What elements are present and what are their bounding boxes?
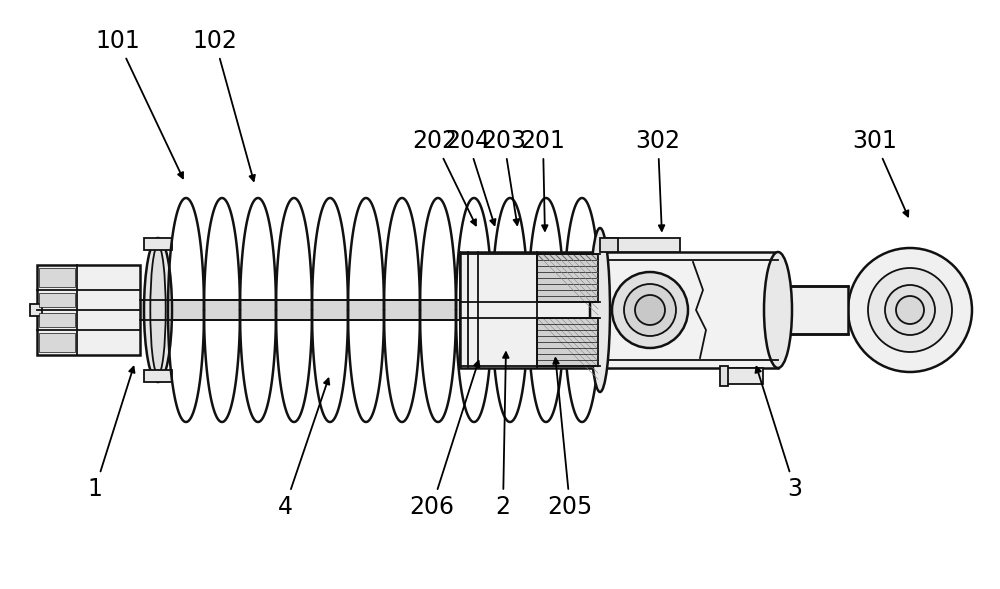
- Bar: [778, 286, 848, 334]
- Bar: [723, 368, 763, 384]
- Text: 201: 201: [521, 130, 565, 231]
- Text: 102: 102: [193, 29, 255, 181]
- Text: 4: 4: [278, 379, 329, 518]
- Text: 202: 202: [413, 130, 476, 226]
- Bar: [598, 252, 778, 368]
- Circle shape: [848, 248, 972, 372]
- Circle shape: [896, 296, 924, 324]
- Bar: [537, 254, 598, 302]
- Text: 302: 302: [636, 130, 680, 231]
- Text: 206: 206: [410, 361, 479, 518]
- Bar: [39, 313, 75, 327]
- Bar: [720, 366, 728, 386]
- Circle shape: [612, 272, 688, 348]
- Bar: [30, 304, 42, 316]
- Bar: [460, 252, 600, 368]
- Ellipse shape: [144, 238, 172, 382]
- Text: 101: 101: [96, 29, 183, 178]
- Bar: [39, 268, 75, 287]
- Circle shape: [868, 268, 952, 352]
- Bar: [460, 295, 600, 325]
- Text: 2: 2: [496, 352, 511, 518]
- Bar: [600, 238, 680, 252]
- Ellipse shape: [764, 252, 792, 368]
- Bar: [144, 370, 172, 382]
- Circle shape: [635, 295, 665, 325]
- Bar: [144, 238, 172, 250]
- Bar: [600, 238, 618, 252]
- Circle shape: [885, 285, 935, 335]
- Text: 301: 301: [853, 130, 908, 217]
- Text: 1: 1: [88, 367, 135, 501]
- Circle shape: [624, 284, 676, 336]
- Ellipse shape: [150, 245, 166, 375]
- Bar: [37, 265, 140, 355]
- Bar: [39, 333, 75, 352]
- Text: 204: 204: [446, 130, 496, 225]
- Bar: [168, 300, 600, 320]
- Ellipse shape: [590, 228, 610, 392]
- Bar: [140, 300, 570, 320]
- Bar: [537, 318, 598, 366]
- Text: 203: 203: [482, 130, 526, 225]
- Bar: [39, 293, 75, 307]
- Text: 3: 3: [755, 367, 802, 501]
- Text: 205: 205: [547, 358, 593, 518]
